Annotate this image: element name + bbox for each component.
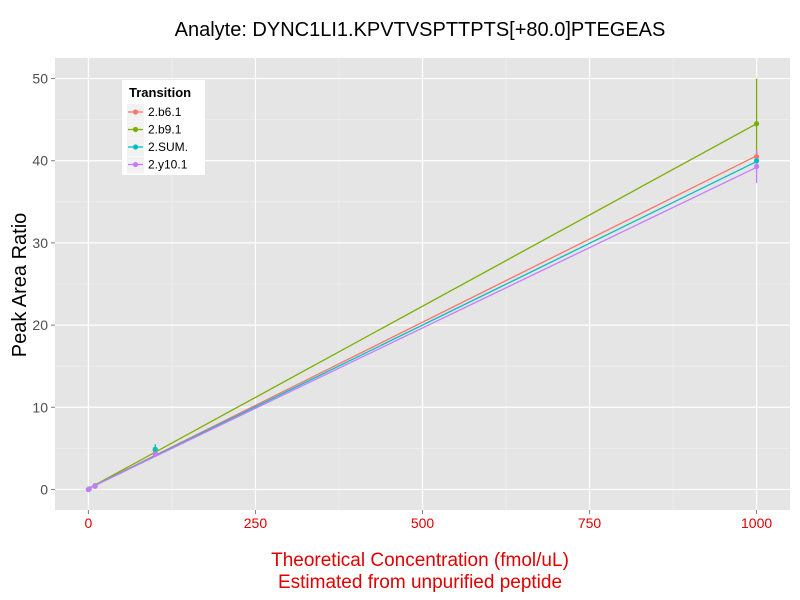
legend-items: 2.b6.1 2.b9.1 2.SUM. 2.y10.1 xyxy=(127,104,188,174)
legend-key-point xyxy=(132,109,139,115)
legend: Transition 2.b6.1 2.b9.1 2.SUM. 2.y10.1 xyxy=(122,80,205,175)
tick-label-x: 750 xyxy=(578,515,602,531)
legend-key-point xyxy=(132,144,139,150)
x-axis-title-line1: Theoretical Concentration (fmol/uL) xyxy=(271,550,569,571)
tick-label-x: 500 xyxy=(411,515,435,531)
tick-label-y: 40 xyxy=(32,153,48,169)
fit-line-2.SUM. xyxy=(88,160,757,490)
legend-title: Transition xyxy=(129,85,191,100)
tick-label-y: 10 xyxy=(32,399,48,415)
tick-label-x: 250 xyxy=(244,515,268,531)
chart-title: Analyte: DYNC1LI1.KPVTVSPTTPTS[+80.0]PTE… xyxy=(175,19,666,41)
tick-label-y: 50 xyxy=(32,71,48,87)
legend-label: 2.b9.1 xyxy=(148,123,182,137)
y-axis-title: Peak Area Ratio xyxy=(9,213,31,358)
tick-label-y: 0 xyxy=(40,481,48,497)
point-2.SUM. xyxy=(152,446,158,452)
point-2.y10.1 xyxy=(86,486,92,492)
point-2.y10.1 xyxy=(753,163,760,170)
data-points xyxy=(85,121,760,493)
regression-lines xyxy=(88,123,757,490)
tick-label-x: 0 xyxy=(85,515,93,531)
fit-line-2.y10.1 xyxy=(88,166,757,490)
x-axis-title-line2: Estimated from unpurified peptide xyxy=(278,572,562,593)
point-2.y10.1 xyxy=(152,451,158,457)
point-2.y10.1 xyxy=(92,483,98,489)
legend-key-point xyxy=(132,126,139,133)
fit-line-2.b9.1 xyxy=(88,123,757,490)
legend-label: 2.b6.1 xyxy=(148,105,182,119)
tick-label-x: 1000 xyxy=(741,515,772,531)
point-2.SUM. xyxy=(753,158,760,164)
axis-ticks xyxy=(51,78,758,514)
tick-label-y: 20 xyxy=(32,317,48,333)
tick-label-y: 30 xyxy=(32,235,48,251)
legend-label: 2.SUM. xyxy=(148,140,188,154)
legend-label: 2.y10.1 xyxy=(148,158,188,172)
legend-key-point xyxy=(132,161,139,168)
major-gridlines xyxy=(55,58,790,510)
fit-line-2.b6.1 xyxy=(88,155,757,490)
axis-tick-labels: 0 250 500 750 1000 0 10 20 30 40 50 xyxy=(32,71,772,531)
point-2.b9.1 xyxy=(753,121,760,127)
point-2.b6.1 xyxy=(753,154,760,160)
